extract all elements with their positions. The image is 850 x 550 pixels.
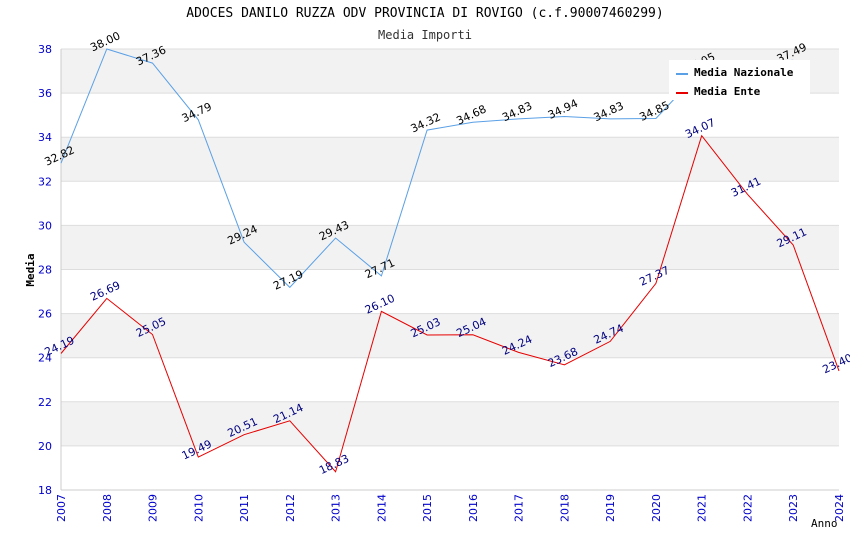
- x-tick-label: 2017: [513, 494, 526, 522]
- y-axis-label: Media: [24, 253, 37, 286]
- chart-title: ADOCES DANILO RUZZA ODV PROVINCIA DI ROV…: [186, 6, 664, 21]
- y-tick-labels: 18 20 22 24 26 28 30 32 34 36 38: [38, 43, 52, 497]
- x-tick-label: 2018: [558, 494, 571, 522]
- series-line: [60, 134, 840, 473]
- series-lines: [60, 48, 840, 473]
- x-tick-label: 2011: [238, 494, 251, 522]
- y-tick-label: 20: [38, 440, 52, 453]
- data-label: 34.32: [409, 110, 443, 135]
- axes: [60, 49, 839, 491]
- x-tick-label: 2024: [833, 494, 846, 522]
- grid-bands: [61, 49, 839, 446]
- grid-lines: [61, 48, 839, 491]
- x-tick-label: 2015: [421, 494, 434, 522]
- y-tick-label: 30: [38, 219, 52, 232]
- legend: Media Nazionale Media Ente: [669, 60, 810, 100]
- y-tick-label: 28: [38, 264, 52, 277]
- y-tick-label: 18: [38, 484, 52, 497]
- x-axis-label: Anno: [811, 517, 838, 530]
- legend-box: [669, 60, 810, 100]
- x-tick-label: 2010: [192, 494, 205, 522]
- data-label: 18.83: [317, 452, 351, 477]
- x-tick-label: 2021: [696, 494, 709, 522]
- x-tick-label: 2020: [650, 494, 663, 522]
- data-label: 34.68: [454, 102, 488, 127]
- x-tick-label: 2008: [101, 494, 114, 522]
- x-tick-label: 2022: [741, 494, 754, 522]
- y-tick-label: 32: [38, 175, 52, 188]
- y-tick-label: 38: [38, 43, 52, 56]
- x-tick-label: 2023: [787, 494, 800, 522]
- grid-band: [61, 313, 839, 358]
- x-tick-labels: 2007 2008 2009 2010 2011 2012 2013 2014 2015 2016…: [55, 494, 846, 522]
- y-tick-label: 34: [38, 131, 52, 144]
- x-tick-label: 2019: [604, 494, 617, 522]
- legend-entry: Media Nazionale: [694, 66, 794, 79]
- y-tick-label: 26: [38, 308, 52, 321]
- data-label: 27.19: [271, 268, 305, 293]
- grid-band: [61, 137, 839, 182]
- data-label: 34.83: [500, 99, 534, 124]
- x-tick-label: 2016: [467, 494, 480, 522]
- data-label: 34.83: [592, 99, 626, 124]
- y-tick-label: 24: [38, 352, 52, 365]
- data-label: 26.10: [363, 292, 397, 317]
- series-line: [60, 48, 794, 289]
- x-tick-label: 2013: [330, 494, 343, 522]
- data-label: 34.94: [546, 97, 580, 122]
- chart-subtitle: Media Importi: [378, 28, 472, 42]
- y-tick-label: 22: [38, 396, 52, 409]
- x-tick-label: 2014: [375, 494, 388, 522]
- legend-entry: Media Ente: [694, 85, 761, 98]
- x-tick-label: 2007: [55, 494, 68, 522]
- x-tick-label: 2009: [147, 494, 160, 522]
- y-tick-label: 36: [38, 87, 52, 100]
- x-tick-label: 2012: [284, 494, 297, 522]
- grid-band: [61, 225, 839, 270]
- grid-band: [61, 401, 839, 446]
- data-label: 34.85: [637, 99, 671, 124]
